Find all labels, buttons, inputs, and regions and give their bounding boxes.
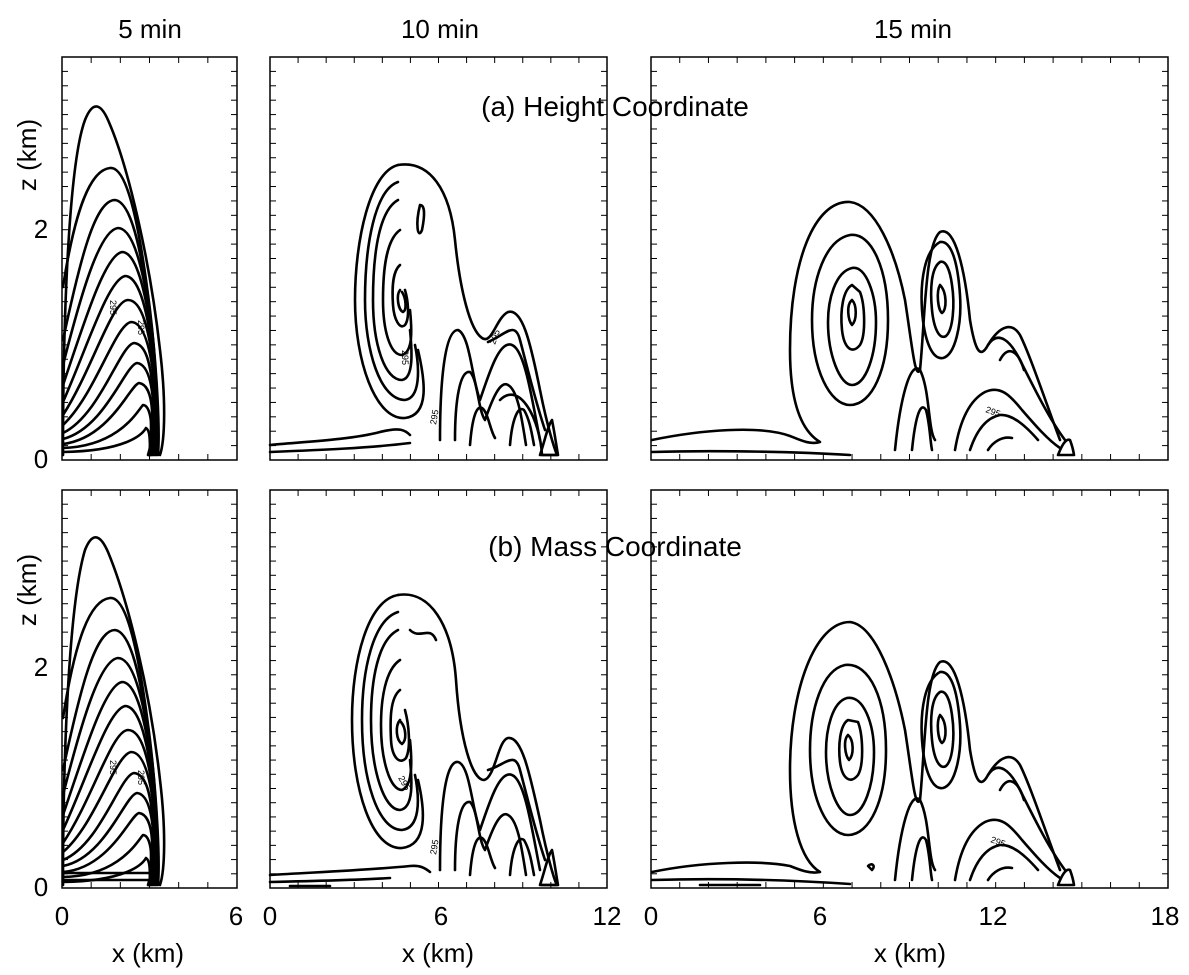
- xtick-p3-18: 18: [1151, 901, 1180, 931]
- contours-a-15min: 295: [650, 200, 1076, 457]
- contours-b-15min: 295: [650, 620, 1076, 887]
- contours-a-5min: 295 295: [61, 105, 166, 457]
- contours-b-10min: 295 295: [268, 593, 560, 888]
- contours-b-5min: 295 295: [61, 536, 166, 887]
- contour-label-295: 295: [108, 300, 118, 315]
- xlabel-p2: x (km): [402, 938, 474, 968]
- ytick-top-2: 2: [34, 214, 48, 244]
- contour-label-295: 295: [400, 350, 410, 365]
- ytick-bottom-0: 0: [34, 872, 48, 902]
- ytick-top-0: 0: [34, 444, 48, 474]
- contour-label-295: 295: [487, 328, 502, 346]
- contour-label-295: 295: [136, 770, 146, 785]
- ylabel-top: z (km): [12, 119, 42, 191]
- xlabel-p1: x (km): [112, 938, 184, 968]
- xlabel-p3: x (km): [874, 938, 946, 968]
- xtick-p2-12: 12: [593, 901, 622, 931]
- xtick-p2-6: 6: [434, 901, 448, 931]
- xtick-p3-12: 12: [979, 901, 1008, 931]
- contour-label-295: 295: [136, 320, 146, 335]
- contour-label-295: 295: [989, 834, 1007, 849]
- xtick-p3-0: 0: [644, 901, 658, 931]
- xtick-p1-6: 6: [229, 901, 243, 931]
- ytick-bottom-2: 2: [34, 652, 48, 682]
- row-title-b: (b) Mass Coordinate: [488, 531, 742, 562]
- xtick-p1-0: 0: [55, 901, 69, 931]
- contour-label-295: 295: [108, 760, 118, 775]
- column-title-15min: 15 min: [874, 14, 952, 44]
- contour-label-295: 295: [428, 409, 440, 426]
- ylabel-bottom: z (km): [12, 554, 42, 626]
- column-title-10min: 10 min: [401, 14, 479, 44]
- column-title-5min: 5 min: [118, 14, 182, 44]
- row-title-a: (a) Height Coordinate: [481, 91, 749, 122]
- contours-a-10min: 295 295 295: [268, 163, 560, 457]
- contour-label-295: 295: [984, 404, 1002, 419]
- xtick-p2-0: 0: [263, 901, 277, 931]
- contour-label-295: 295: [428, 839, 440, 856]
- axis-ticks: [62, 57, 1168, 888]
- xtick-p3-6: 6: [813, 901, 827, 931]
